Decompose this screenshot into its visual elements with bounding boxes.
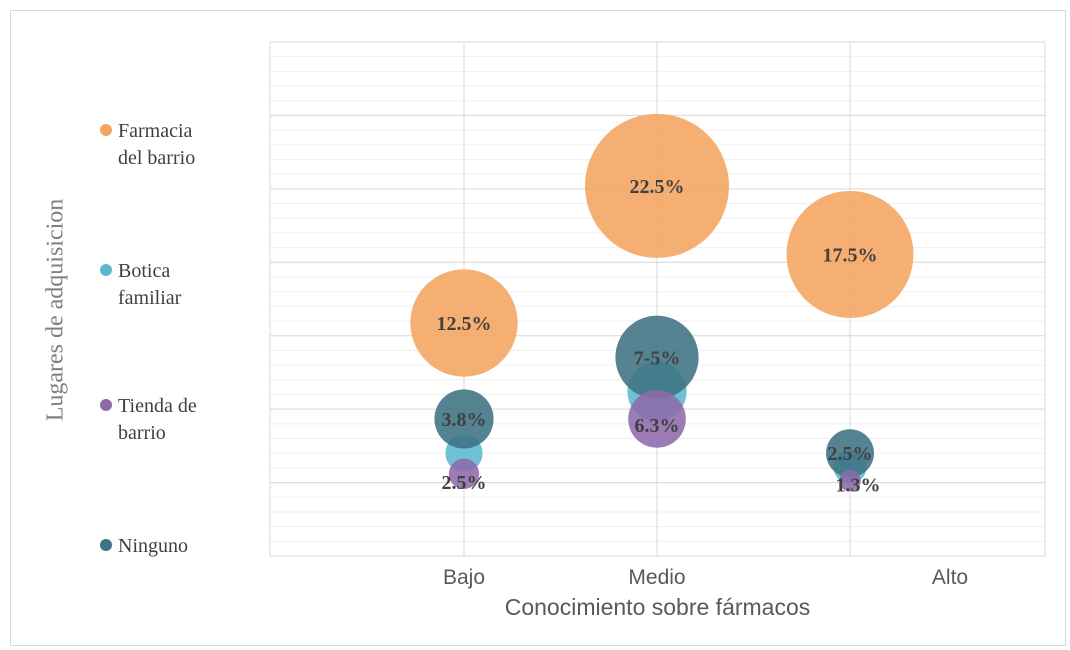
bubble-tienda-de-barrio-bajo [448, 458, 480, 489]
x-tick-medio: Medio [628, 566, 686, 589]
legend-marker [100, 399, 112, 412]
bubble-tienda-de-barrio-alto [839, 469, 861, 492]
bubble-tienda-de-barrio-medio [628, 390, 686, 448]
legend-item-tienda-de-barrio: Tienda de barrio [100, 393, 228, 447]
data-label: 7-5% [634, 347, 681, 369]
data-label: 2.5% [828, 443, 873, 465]
data-label-layer: 12.5% 22.5% 17.5% 2.5% 6.3% 1.3% 3.8% 7-5% 2.5% [437, 176, 881, 497]
x-tick-alto: Alto [931, 566, 969, 589]
legend-item-farmacia-del-barrio: Farmacia del barrio [100, 118, 228, 172]
bubble-ninguno-medio [615, 315, 699, 399]
legend-label-line: familiar [118, 287, 182, 309]
legend-label: Botica familiar [118, 258, 228, 312]
x-tick-bajo: Bajo [442, 566, 486, 589]
x-axis-title: Conocimiento sobre fármacos [504, 594, 811, 620]
bubble-farmacia-del-barrio-bajo [410, 269, 518, 377]
legend-marker [100, 264, 112, 277]
data-label: 3.8% [442, 409, 487, 431]
legend-marker [100, 539, 112, 552]
data-label: 2.5% [442, 472, 487, 494]
legend-label: Ninguno [118, 533, 228, 560]
legend-marker [100, 124, 112, 137]
legend-label-line: del barrio [118, 147, 196, 169]
data-label: 12.5% [437, 313, 492, 335]
bubble-layer [410, 113, 914, 492]
legend-label-line: Farmacia [118, 120, 193, 142]
legend-label-line: Ninguno [118, 535, 188, 557]
bubble-ninguno-alto [826, 429, 874, 478]
bubble-ninguno-bajo [434, 389, 494, 449]
data-label: 1.3% [836, 475, 881, 497]
bubble-farmacia-del-barrio-medio [585, 113, 729, 258]
y-axis-title: Lugares de adquisicion [42, 198, 69, 422]
data-label: 6.3% [635, 415, 680, 437]
legend-label-line: Botica [118, 260, 171, 282]
chart-frame [10, 10, 1066, 646]
legend-label-line: barrio [118, 422, 166, 444]
bubble-farmacia-del-barrio-alto [786, 190, 914, 318]
data-label: 17.5% [823, 244, 878, 266]
legend-item-ninguno: Ninguno [100, 533, 228, 560]
legend-item-botica-familiar: Botica familiar [100, 258, 228, 312]
legend-label: Farmacia del barrio [118, 118, 228, 172]
legend-label: Tienda de barrio [118, 393, 228, 447]
data-label: 22.5% [630, 176, 685, 198]
legend-label-line: Tienda de [118, 395, 197, 417]
